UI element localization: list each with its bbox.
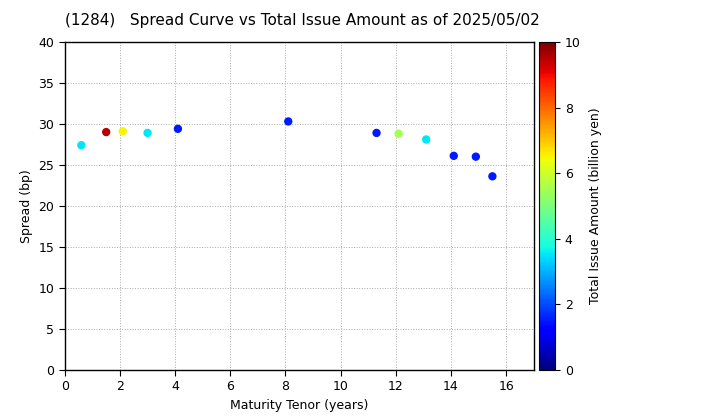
Point [470, 153, 482, 160]
Text: (1284)   Spread Curve vs Total Issue Amount as of 2025/05/02: (1284) Spread Curve vs Total Issue Amoun… [65, 13, 540, 28]
Point [282, 118, 294, 125]
Point [100, 129, 112, 135]
X-axis label: Maturity Tenor (years): Maturity Tenor (years) [230, 399, 369, 412]
Point [117, 128, 128, 135]
Point [393, 130, 405, 137]
Y-axis label: Spread (bp): Spread (bp) [20, 169, 33, 243]
Point [142, 129, 153, 136]
Point [487, 173, 498, 180]
Point [172, 126, 184, 132]
Point [420, 136, 432, 143]
Y-axis label: Total Issue Amount (billion yen): Total Issue Amount (billion yen) [589, 108, 602, 304]
Point [448, 152, 459, 159]
Point [76, 142, 87, 149]
Point [371, 129, 382, 136]
